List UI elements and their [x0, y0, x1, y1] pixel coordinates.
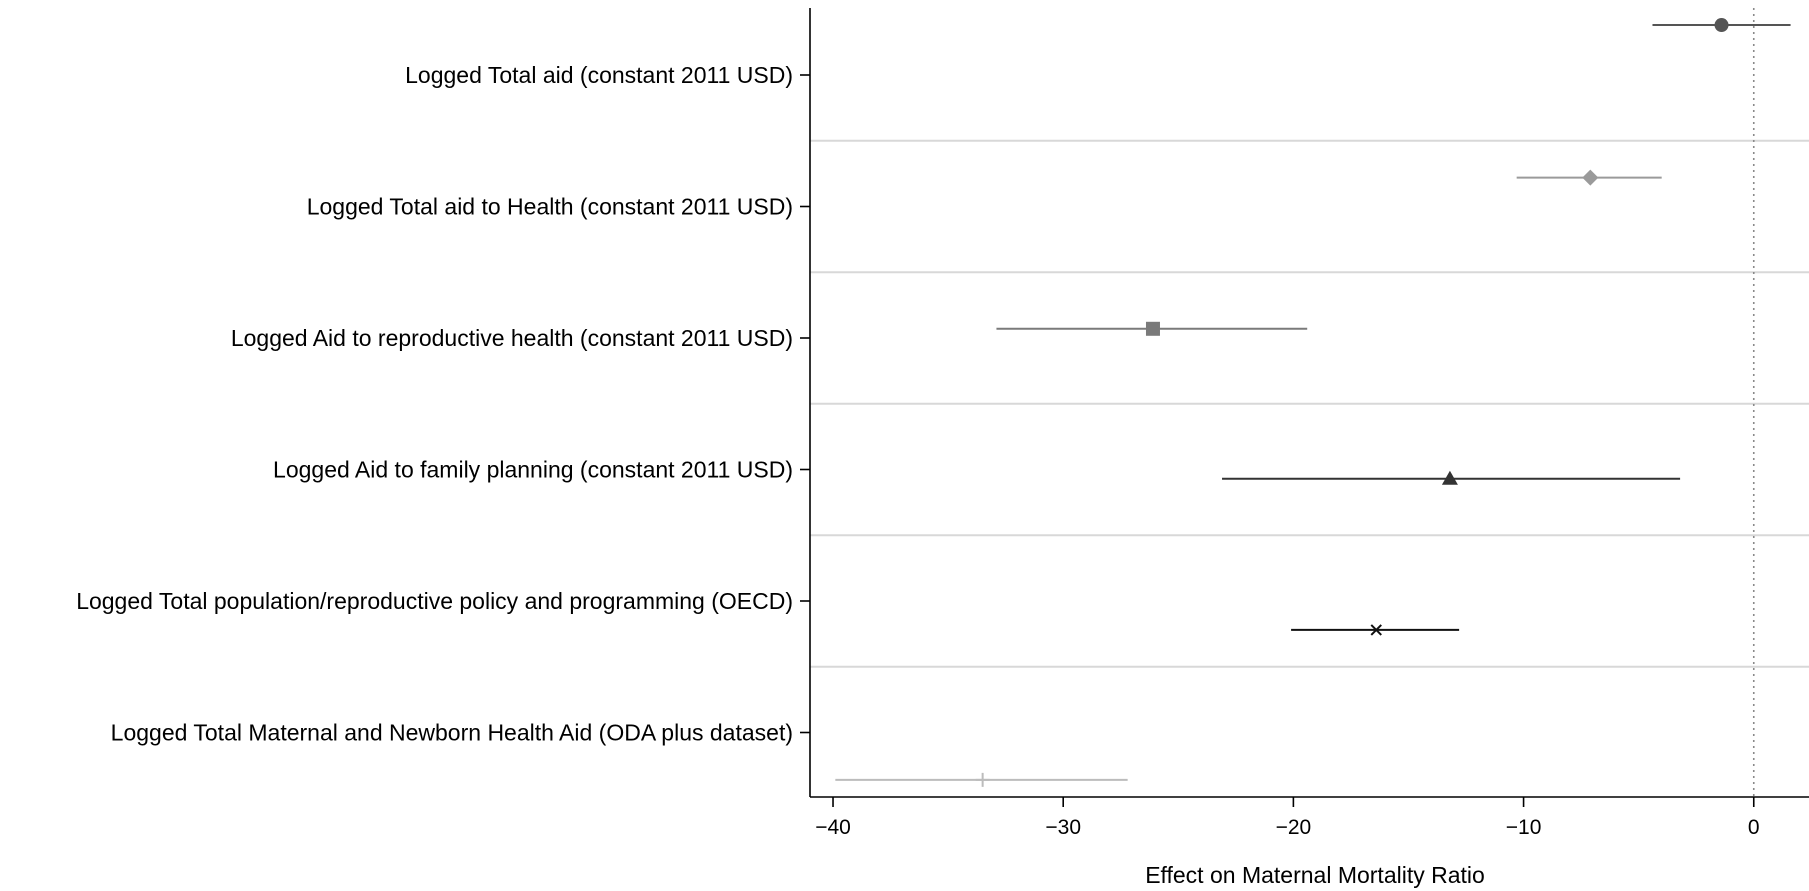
marker-triangle: [1441, 470, 1458, 485]
category-label: Logged Total aid (constant 2011 USD): [405, 62, 793, 88]
x-tick-label: −30: [1045, 816, 1081, 839]
category-separators: [810, 139, 1809, 668]
x-axis-title: Effect on Maternal Mortality Ratio: [1145, 862, 1485, 888]
category-label: Logged Total aid to Health (constant 201…: [307, 194, 793, 220]
category-labels: Logged Total aid (constant 2011 USD) Logg…: [76, 62, 810, 746]
category-label: Logged Aid to family planning (constant …: [273, 457, 793, 483]
estimate-point: [1222, 470, 1681, 485]
estimate-point: [996, 321, 1308, 336]
x-tick-label: −40: [815, 816, 851, 839]
x-axis-ticks: −40 −30 −20 −10 0: [815, 797, 1760, 839]
category-label: Logged Total population/reproductive pol…: [76, 588, 793, 614]
x-tick-label: −10: [1506, 816, 1542, 839]
estimate-point: [1652, 18, 1791, 33]
estimate-point: [1516, 169, 1662, 186]
estimates: [835, 18, 1791, 787]
marker-x: [1370, 624, 1382, 636]
estimate-point: [1291, 624, 1460, 636]
x-tick-label: 0: [1748, 816, 1760, 839]
category-label: Logged Aid to reproductive health (const…: [231, 325, 793, 351]
marker-plus: [975, 772, 990, 787]
estimate-point: [835, 772, 1128, 787]
marker-diamond: [1582, 169, 1599, 186]
marker-circle: [1714, 18, 1729, 33]
x-tick-label: −20: [1276, 816, 1312, 839]
category-label: Logged Total Maternal and Newborn Health…: [111, 720, 793, 746]
marker-square: [1145, 321, 1160, 336]
